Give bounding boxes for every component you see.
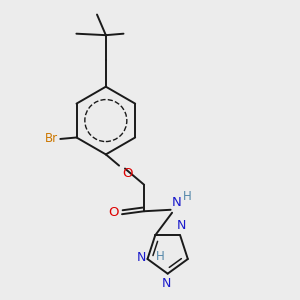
Text: H: H xyxy=(156,250,165,262)
Text: N: N xyxy=(177,219,186,232)
Text: O: O xyxy=(108,206,119,219)
Text: O: O xyxy=(122,167,133,180)
Text: N: N xyxy=(161,277,171,290)
Text: H: H xyxy=(183,190,192,203)
Text: N: N xyxy=(172,196,182,209)
Text: N: N xyxy=(137,251,146,264)
Text: Br: Br xyxy=(45,133,58,146)
